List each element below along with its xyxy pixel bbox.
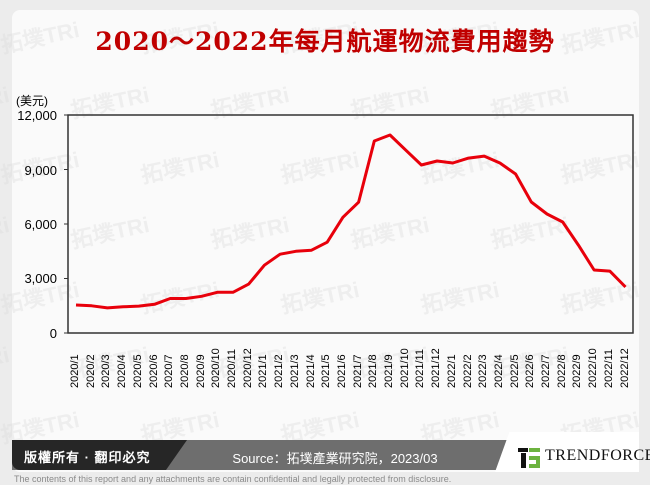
x-tick-label: 2020/4 [116, 354, 129, 388]
x-tick-label: 2020/8 [178, 354, 191, 388]
x-tick-label: 2020/9 [194, 354, 207, 388]
x-tick-label: 2022/12 [618, 348, 631, 388]
x-tick-label: 2022/4 [492, 354, 505, 388]
x-tick-label: 2020/5 [131, 354, 144, 388]
y-axis-ticks [64, 114, 68, 334]
x-tick-label: 2020/2 [84, 354, 97, 388]
x-tick-label: 2021/3 [288, 354, 301, 388]
x-tick-label: 2020/12 [241, 348, 254, 388]
y-tick-label: 3,000 [24, 271, 57, 286]
x-tick-label: 2021/8 [367, 354, 380, 388]
x-tick-label: 2022/2 [461, 354, 474, 388]
x-tick-label: 2021/5 [320, 354, 333, 388]
x-tick-label: 2020/6 [147, 354, 160, 388]
disclaimer-text: The contents of this report and any atta… [14, 474, 452, 484]
x-tick-label: 2022/9 [571, 354, 584, 388]
x-tick-label: 2021/10 [398, 348, 411, 388]
x-tick-label: 2022/8 [555, 354, 568, 388]
x-tick-label: 2022/5 [508, 354, 521, 388]
x-tick-label: 2021/12 [430, 348, 443, 388]
x-tick-label: 2020/7 [163, 354, 176, 388]
y-tick-label: 0 [49, 326, 57, 341]
trendforce-logo-text: TRENDFORCE [545, 447, 650, 464]
series-line [75, 133, 627, 310]
source-text: Source：拓墣產業研究院，2023/03 [232, 451, 438, 466]
x-tick-label: 2021/4 [304, 354, 317, 388]
x-tick-label: 2021/2 [273, 354, 286, 388]
x-tick-label: 2021/6 [335, 354, 348, 388]
x-tick-label: 2022/10 [587, 348, 600, 388]
x-tick-label: 2020/1 [69, 354, 81, 388]
y-tick-label: 12,000 [17, 108, 57, 123]
x-tick-label: 2022/3 [477, 354, 490, 388]
x-tick-label: 2020/10 [210, 348, 223, 388]
y-axis-unit-label: (美元) [16, 94, 48, 108]
x-tick-label: 2022/7 [540, 354, 552, 388]
x-tick-label: 2022/1 [445, 354, 458, 388]
copyright-text: 版權所有 · 翻印必究 [24, 450, 151, 465]
x-tick-label: 2020/11 [226, 349, 238, 388]
x-tick-label: 2022/6 [524, 354, 537, 388]
plot-area-border [67, 114, 634, 334]
x-tick-label: 2021/1 [257, 354, 270, 388]
x-tick-label: 2021/7 [351, 354, 364, 388]
x-tick-label: 2021/9 [383, 354, 395, 388]
x-tick-label: 2022/11 [602, 349, 615, 388]
trendforce-logo-icon [518, 448, 540, 468]
y-tick-label: 9,000 [24, 163, 57, 178]
footer-copyright-block [12, 440, 187, 470]
x-tick-label: 2020/3 [100, 354, 113, 388]
y-tick-label: 6,000 [24, 217, 57, 232]
chart-card [12, 10, 639, 472]
x-tick-label: 2021/11 [414, 349, 427, 388]
chart-title: 2020～2022年每月航運物流費用趨勢 [95, 27, 555, 56]
